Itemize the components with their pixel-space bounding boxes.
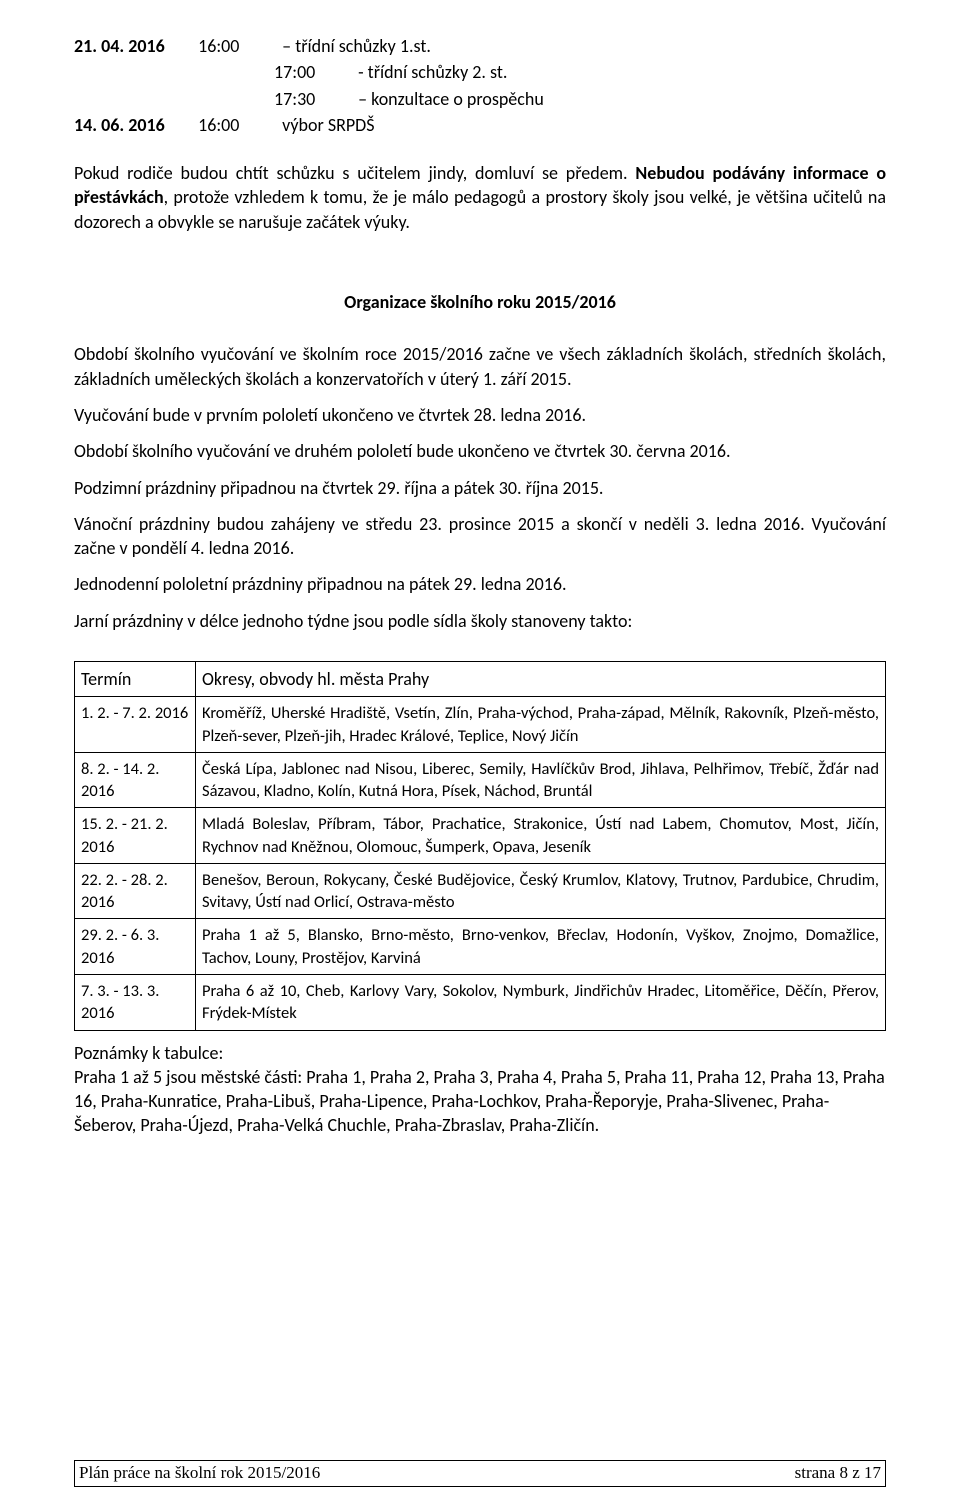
notes-body: Praha 1 až 5 jsou městské části: Praha 1… <box>74 1065 886 1138</box>
schedule-row: 14. 06. 2016 16:00 výbor SRPDŠ <box>74 113 886 137</box>
table-header-row: Termín Okresy, obvody hl. města Prahy <box>75 662 886 697</box>
body-paragraph: Podzimní prázdniny připadnou na čtvrtek … <box>74 476 886 500</box>
table-row: 1. 2. - 7. 2. 2016 Kroměříž, Uherské Hra… <box>75 697 886 753</box>
schedule-date: 21. 04. 2016 <box>74 34 194 58</box>
body-paragraphs: Období školního vyučování ve školním roc… <box>74 342 886 633</box>
schedule-time: 16:00 <box>198 113 278 137</box>
table-header-cell: Termín <box>75 662 196 697</box>
schedule-row: 17:00 - třídní schůzky 2. st. <box>274 60 886 84</box>
table-cell-districts: Benešov, Beroun, Rokycany, České Budějov… <box>196 863 886 919</box>
page-footer: Plán práce na školní rok 2015/2016 stran… <box>74 1460 886 1487</box>
schedule-row: 21. 04. 2016 16:00 – třídní schůzky 1.st… <box>74 34 886 58</box>
schedule-time: 16:00 <box>198 34 278 58</box>
table-cell-term: 8. 2. - 14. 2. 2016 <box>75 752 196 808</box>
intro-plain: Pokud rodiče budou chtít schůzku s učite… <box>74 162 635 184</box>
schedule-text: – konzultace o prospěchu <box>358 88 544 110</box>
notes-title: Poznámky k tabulce: <box>74 1041 886 1065</box>
footer-right: strana 8 z 17 <box>795 1462 881 1485</box>
body-paragraph: Období školního vyučování ve druhém polo… <box>74 439 886 463</box>
schedule-text: - třídní schůzky 2. st. <box>358 61 507 83</box>
body-paragraph: Jarní prázdniny v délce jednoho týdne js… <box>74 609 886 633</box>
schedule-date: 14. 06. 2016 <box>74 113 194 137</box>
spring-break-table: Termín Okresy, obvody hl. města Prahy 1.… <box>74 661 886 1030</box>
body-paragraph: Období školního vyučování ve školním roc… <box>74 342 886 391</box>
body-paragraph: Vánoční prázdniny budou zahájeny ve stře… <box>74 512 886 561</box>
table-row: 8. 2. - 14. 2. 2016 Česká Lípa, Jablonec… <box>75 752 886 808</box>
table-cell-districts: Praha 1 až 5, Blansko, Brno-město, Brno-… <box>196 919 886 975</box>
table-cell-districts: Mladá Boleslav, Příbram, Tábor, Prachati… <box>196 808 886 864</box>
table-cell-term: 29. 2. - 6. 3. 2016 <box>75 919 196 975</box>
table-notes: Poznámky k tabulce: Praha 1 až 5 jsou mě… <box>74 1041 886 1138</box>
schedule-block: 21. 04. 2016 16:00 – třídní schůzky 1.st… <box>74 34 886 137</box>
table-cell-districts: Kroměříž, Uherské Hradiště, Vsetín, Zlín… <box>196 697 886 753</box>
table-cell-term: 15. 2. - 21. 2. 2016 <box>75 808 196 864</box>
schedule-row: 17:30 – konzultace o prospěchu <box>274 87 886 111</box>
footer-left: Plán práce na školní rok 2015/2016 <box>79 1462 320 1485</box>
body-paragraph: Vyučování bude v prvním pololetí ukončen… <box>74 403 886 427</box>
table-cell-term: 7. 3. - 13. 3. 2016 <box>75 975 196 1031</box>
table-cell-districts: Praha 6 až 10, Cheb, Karlovy Vary, Sokol… <box>196 975 886 1031</box>
table-header-cell: Okresy, obvody hl. města Prahy <box>196 662 886 697</box>
table-row: 15. 2. - 21. 2. 2016 Mladá Boleslav, Pří… <box>75 808 886 864</box>
schedule-text: – třídní schůzky 1.st. <box>282 35 431 57</box>
table-cell-districts: Česká Lípa, Jablonec nad Nisou, Liberec,… <box>196 752 886 808</box>
schedule-time: 17:30 <box>274 87 354 111</box>
table-row: 22. 2. - 28. 2. 2016 Benešov, Beroun, Ro… <box>75 863 886 919</box>
body-paragraph: Jednodenní pololetní prázdniny připadnou… <box>74 572 886 596</box>
intro-rest: , protože vzhledem k tomu, že je málo pe… <box>74 186 886 232</box>
table-row: 29. 2. - 6. 3. 2016 Praha 1 až 5, Blansk… <box>75 919 886 975</box>
schedule-text: výbor SRPDŠ <box>282 114 374 136</box>
schedule-time: 17:00 <box>274 60 354 84</box>
intro-paragraph: Pokud rodiče budou chtít schůzku s učite… <box>74 161 886 234</box>
section-title: Organizace školního roku 2015/2016 <box>74 290 886 314</box>
table-row: 7. 3. - 13. 3. 2016 Praha 6 až 10, Cheb,… <box>75 975 886 1031</box>
table-cell-term: 1. 2. - 7. 2. 2016 <box>75 697 196 753</box>
table-cell-term: 22. 2. - 28. 2. 2016 <box>75 863 196 919</box>
